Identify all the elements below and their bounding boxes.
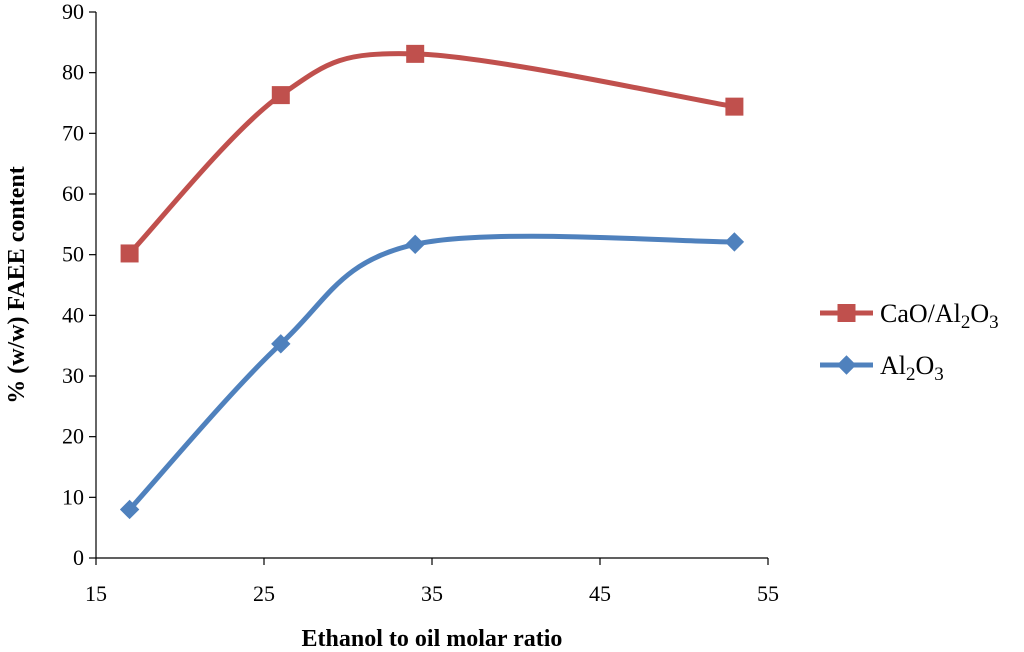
x-axis-title: Ethanol to oil molar ratio xyxy=(302,626,563,652)
legend-text-part: CaO/Al xyxy=(880,299,961,328)
data-point-cao-al2o3 xyxy=(406,44,425,63)
legend-item-cao-al2o3: CaO/Al2O3 xyxy=(820,299,999,333)
y-tick-label: 70 xyxy=(62,120,84,145)
data-point-al2o3 xyxy=(724,232,745,252)
axes: 0 10 20 30 40 50 60 70 80 90 15 25 35 45 55 xyxy=(62,0,779,606)
legend-item-al2o3: Al2O3 xyxy=(820,351,944,385)
legend-subscript: 3 xyxy=(989,312,999,333)
y-tick-label: 20 xyxy=(62,424,84,449)
x-tick-label: 35 xyxy=(421,581,443,606)
legend-marker-cao-al2o3 xyxy=(837,304,856,322)
legend-text-part: O xyxy=(970,299,989,328)
legend-label-al2o3: Al2O3 xyxy=(880,351,944,385)
legend-subscript: 2 xyxy=(961,312,971,333)
legend-text-part: Al xyxy=(880,351,906,380)
data-point-al2o3 xyxy=(405,234,425,255)
data-point-al2o3 xyxy=(271,334,291,354)
series-cao-al2o3 xyxy=(120,44,744,263)
y-tick-label: 50 xyxy=(62,242,84,267)
y-tick-label: 10 xyxy=(62,484,84,509)
x-tick-label: 15 xyxy=(85,581,107,606)
x-tick-label: 45 xyxy=(589,581,611,606)
y-tick-label: 80 xyxy=(62,60,84,85)
legend-text-part: O xyxy=(916,351,935,380)
legend-label-cao-al2o3: CaO/Al2O3 xyxy=(880,299,999,333)
series-layer xyxy=(119,44,745,520)
y-axis-title: % (w/w) FAEE content xyxy=(4,166,30,404)
series-line-cao-al2o3 xyxy=(127,51,737,256)
y-tick-label: 0 xyxy=(73,545,84,570)
series-line-al2o3 xyxy=(127,233,737,512)
y-tick-label: 30 xyxy=(62,363,84,388)
y-tick-label: 90 xyxy=(62,0,84,24)
data-point-al2o3 xyxy=(119,499,140,520)
x-tick-label: 25 xyxy=(253,581,275,606)
data-point-cao-al2o3 xyxy=(725,97,744,116)
legend-subscript: 2 xyxy=(906,364,916,385)
legend-marker-al2o3 xyxy=(836,355,857,375)
series-al2o3 xyxy=(119,232,745,520)
data-point-cao-al2o3 xyxy=(120,244,139,263)
x-tick-label: 55 xyxy=(757,581,779,606)
data-point-cao-al2o3 xyxy=(271,86,290,105)
y-tick-label: 40 xyxy=(62,302,84,327)
legend-subscript: 3 xyxy=(934,364,944,385)
y-tick-label: 60 xyxy=(62,181,84,206)
